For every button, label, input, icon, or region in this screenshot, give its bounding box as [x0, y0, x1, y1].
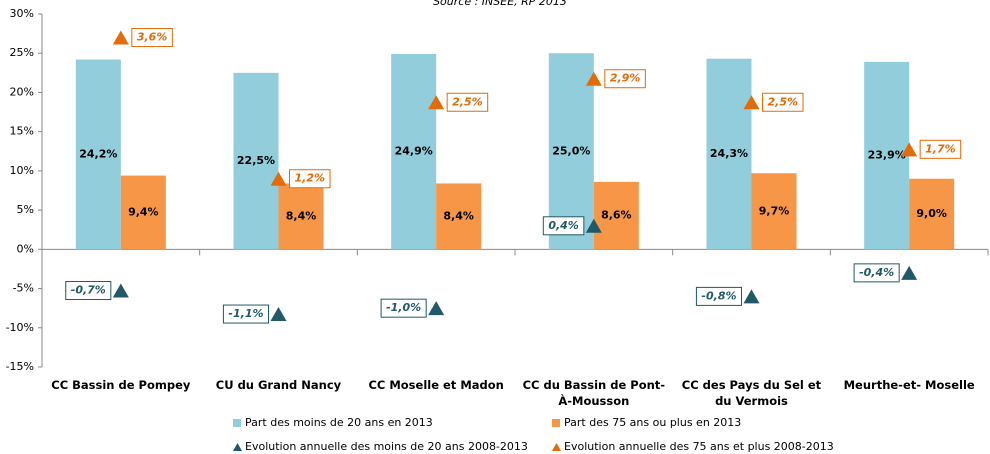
bar	[909, 178, 955, 250]
data-label: 9,4%	[128, 205, 159, 218]
y-tick-label: -10%	[6, 321, 34, 334]
marker	[428, 301, 445, 316]
data-label-box	[604, 69, 646, 89]
legend-label: Part des 75 ans ou plus en 2013	[564, 416, 741, 429]
data-label: 1,7%	[925, 142, 956, 155]
data-label: -1,1%	[228, 307, 263, 320]
data-label: 3,6%	[137, 31, 168, 44]
y-tick-label: 30%	[10, 7, 34, 20]
data-label: -0,8%	[701, 289, 736, 302]
legend-swatch	[552, 419, 560, 427]
data-label-box	[446, 92, 489, 112]
data-label-box	[222, 304, 269, 324]
data-label: 1,2%	[295, 172, 326, 185]
data-label: 24,9%	[395, 145, 433, 158]
x-tick-label: CC Bassin de Pompey	[51, 378, 191, 392]
marker	[585, 218, 602, 233]
y-tick-label: 15%	[10, 125, 34, 138]
data-label-box	[542, 216, 585, 236]
data-label-box	[289, 169, 331, 189]
marker	[743, 289, 760, 304]
marker	[428, 95, 445, 110]
data-label: 25,0%	[552, 144, 590, 157]
marker	[743, 95, 760, 110]
data-label: 8,4%	[286, 209, 317, 222]
chart-title: Source : INSEE, RP 2013	[433, 0, 567, 8]
data-label: 9,0%	[916, 207, 947, 220]
legend-label: Evolution annuelle des 75 ans et plus 20…	[564, 440, 834, 453]
marker	[270, 171, 287, 186]
marker	[901, 265, 918, 280]
x-tick-label: CC du Bassin de Pont-À-Mousson	[522, 378, 666, 408]
data-label: -0,7%	[71, 284, 106, 297]
bar	[75, 59, 121, 250]
data-label-box	[762, 92, 804, 112]
marker	[270, 307, 287, 322]
y-tick-label: 20%	[10, 85, 34, 98]
data-label-box	[919, 139, 962, 159]
data-label: -1,0%	[386, 301, 421, 314]
data-label: 24,2%	[79, 147, 117, 160]
data-label: 24,3%	[710, 147, 748, 160]
legend-swatch	[233, 419, 241, 427]
bar	[706, 58, 752, 250]
bar	[593, 181, 639, 250]
y-tick-label: -15%	[6, 360, 34, 373]
legend-swatch	[552, 443, 561, 451]
bar	[233, 72, 279, 250]
data-label: 2,5%	[768, 95, 799, 108]
bar	[436, 183, 482, 250]
data-label: 0,4%	[548, 219, 579, 232]
data-label-box	[65, 281, 112, 301]
data-label: 2,5%	[452, 95, 483, 108]
y-tick-label: 0%	[17, 242, 34, 255]
legend-label: Part des moins de 20 ans en 2013	[245, 416, 433, 429]
data-label: 8,4%	[443, 209, 474, 222]
data-label: -0,4%	[859, 266, 894, 279]
y-tick-label: 25%	[10, 46, 34, 59]
data-label: 23,9%	[868, 149, 906, 162]
data-label-box	[131, 28, 173, 48]
y-tick-label: 5%	[17, 203, 34, 216]
marker	[112, 30, 129, 45]
x-tick-label: Meurthe-et- Moselle	[843, 378, 975, 392]
data-label: 9,7%	[759, 204, 790, 217]
bar	[278, 183, 324, 250]
data-label: 8,6%	[601, 209, 632, 222]
marker	[585, 71, 602, 86]
data-label: 22,5%	[237, 154, 275, 167]
y-tick-label: -5%	[13, 282, 34, 295]
data-label-box	[380, 298, 427, 318]
data-label-box	[695, 286, 742, 306]
marker	[112, 283, 129, 298]
marker	[901, 142, 918, 157]
legend-label: Evolution annuelle des moins de 20 ans 2…	[245, 440, 528, 453]
bar	[120, 175, 166, 250]
x-tick-label: CU du Grand Nancy	[215, 378, 342, 392]
x-tick-label: CC des Pays du Sel et du Vermois	[681, 378, 822, 408]
legend-swatch	[233, 443, 242, 451]
x-tick-label: CC Moselle et Madon	[368, 378, 504, 392]
bar	[391, 54, 437, 250]
bar	[751, 173, 797, 250]
data-label: 2,9%	[610, 72, 641, 85]
data-label-box	[853, 263, 900, 283]
y-tick-label: 10%	[10, 164, 34, 177]
